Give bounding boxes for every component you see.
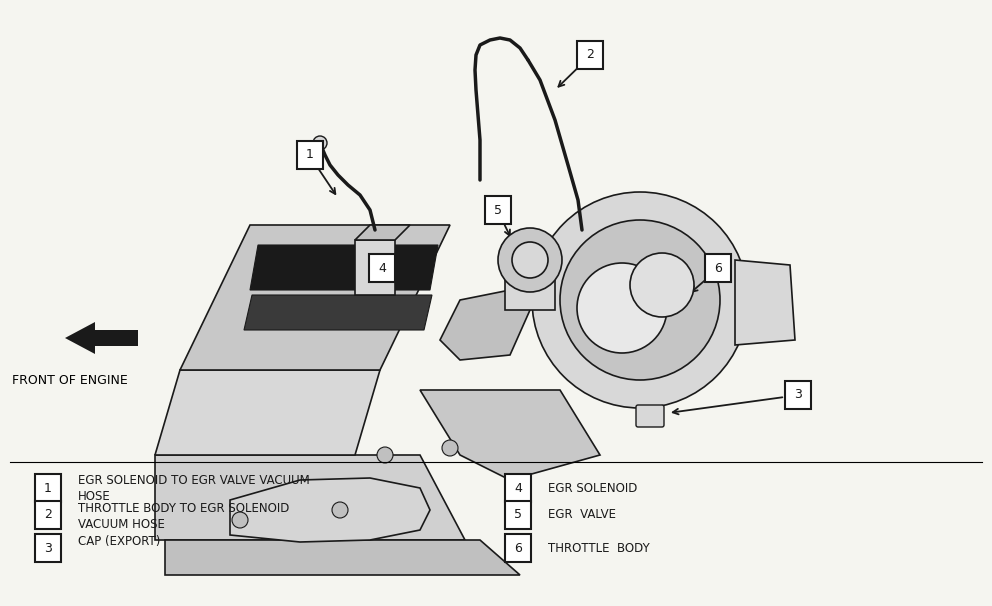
Text: CAP (EXPORT): CAP (EXPORT) bbox=[78, 534, 161, 547]
Polygon shape bbox=[180, 225, 450, 370]
FancyBboxPatch shape bbox=[785, 381, 811, 409]
FancyBboxPatch shape bbox=[485, 196, 511, 224]
Text: 4: 4 bbox=[378, 262, 386, 275]
FancyBboxPatch shape bbox=[636, 405, 664, 427]
Text: EGR SOLENOID: EGR SOLENOID bbox=[548, 482, 638, 494]
Polygon shape bbox=[440, 290, 530, 360]
Text: 6: 6 bbox=[514, 542, 522, 554]
Polygon shape bbox=[355, 225, 410, 240]
Text: 3: 3 bbox=[44, 542, 52, 554]
Circle shape bbox=[512, 242, 548, 278]
Circle shape bbox=[532, 192, 748, 408]
FancyBboxPatch shape bbox=[369, 254, 395, 282]
Circle shape bbox=[577, 263, 667, 353]
Text: VACUUM HOSE: VACUUM HOSE bbox=[78, 518, 165, 530]
Text: 2: 2 bbox=[44, 508, 52, 522]
Text: 5: 5 bbox=[494, 204, 502, 216]
Circle shape bbox=[377, 447, 393, 463]
FancyBboxPatch shape bbox=[35, 534, 61, 562]
Text: THROTTLE  BODY: THROTTLE BODY bbox=[548, 542, 650, 554]
FancyBboxPatch shape bbox=[505, 534, 531, 562]
Circle shape bbox=[560, 220, 720, 380]
Circle shape bbox=[630, 253, 694, 317]
FancyBboxPatch shape bbox=[577, 41, 603, 69]
Polygon shape bbox=[230, 478, 430, 542]
FancyBboxPatch shape bbox=[35, 474, 61, 502]
Text: 6: 6 bbox=[714, 262, 722, 275]
Polygon shape bbox=[250, 245, 438, 290]
Circle shape bbox=[313, 136, 327, 150]
Text: 3: 3 bbox=[794, 388, 802, 402]
Polygon shape bbox=[735, 260, 795, 345]
Polygon shape bbox=[420, 390, 600, 480]
Text: EGR SOLENOID TO EGR VALVE VACUUM: EGR SOLENOID TO EGR VALVE VACUUM bbox=[78, 474, 310, 487]
Circle shape bbox=[442, 440, 458, 456]
Text: THROTTLE BODY TO EGR SOLENOID: THROTTLE BODY TO EGR SOLENOID bbox=[78, 502, 290, 514]
Text: 5: 5 bbox=[514, 508, 522, 522]
Polygon shape bbox=[65, 322, 138, 354]
Circle shape bbox=[332, 502, 348, 518]
Text: 1: 1 bbox=[307, 148, 313, 162]
Text: 2: 2 bbox=[586, 48, 594, 61]
FancyBboxPatch shape bbox=[505, 501, 531, 529]
FancyBboxPatch shape bbox=[505, 474, 531, 502]
Circle shape bbox=[232, 512, 248, 528]
FancyBboxPatch shape bbox=[505, 255, 555, 310]
Polygon shape bbox=[244, 295, 432, 330]
Text: EGR  VALVE: EGR VALVE bbox=[548, 508, 616, 522]
Text: 1: 1 bbox=[44, 482, 52, 494]
Polygon shape bbox=[355, 240, 395, 295]
Circle shape bbox=[498, 228, 562, 292]
Polygon shape bbox=[155, 370, 380, 455]
Text: HOSE: HOSE bbox=[78, 490, 111, 504]
FancyBboxPatch shape bbox=[705, 254, 731, 282]
Polygon shape bbox=[165, 540, 520, 575]
Text: 4: 4 bbox=[514, 482, 522, 494]
FancyBboxPatch shape bbox=[297, 141, 323, 169]
Text: FRONT OF ENGINE: FRONT OF ENGINE bbox=[12, 373, 128, 387]
Polygon shape bbox=[155, 455, 465, 540]
FancyBboxPatch shape bbox=[35, 501, 61, 529]
